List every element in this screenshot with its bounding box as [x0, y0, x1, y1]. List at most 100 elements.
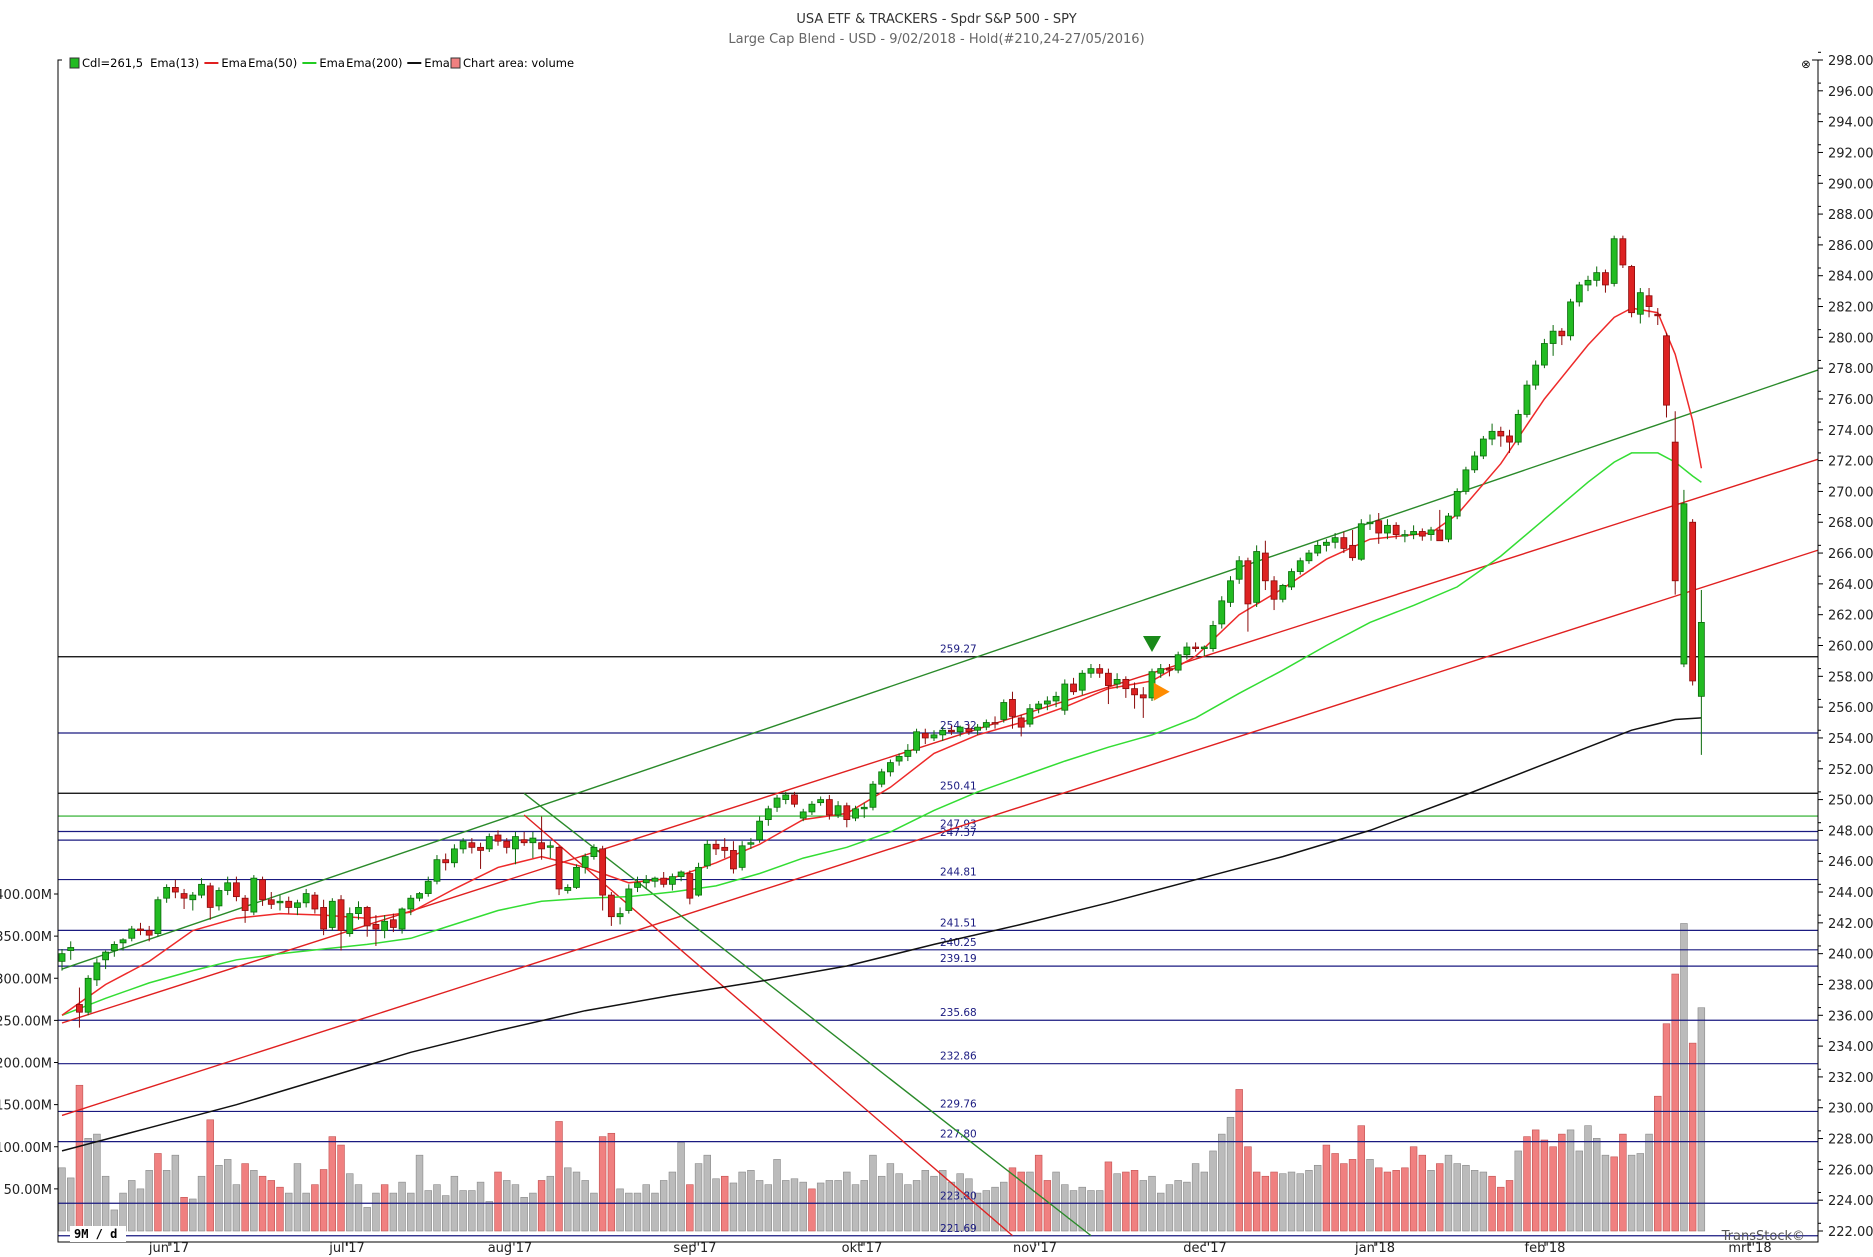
- volume-bar: [503, 1180, 511, 1232]
- level-label: 235.68: [940, 1007, 977, 1019]
- volume-bar: [1191, 1163, 1200, 1232]
- candle-body: [1680, 503, 1688, 665]
- volume-bar: [171, 1154, 180, 1232]
- volume-bar: [276, 1186, 284, 1232]
- volume-bar: [1462, 1164, 1470, 1232]
- candle-body: [1514, 413, 1522, 443]
- candle-body: [294, 902, 301, 908]
- volume-bar: [302, 1192, 310, 1232]
- play-marker-icon: [1153, 682, 1170, 701]
- level-label: 244.81: [940, 867, 977, 879]
- volume-bar: [468, 1190, 476, 1232]
- candle-body: [1087, 668, 1095, 674]
- volume-bar: [328, 1136, 337, 1232]
- candle-body: [389, 919, 397, 928]
- price-tick-label: 226.00: [1828, 1163, 1873, 1178]
- candle-body: [1035, 703, 1043, 710]
- volume-bar: [84, 1138, 92, 1232]
- candle-body: [206, 885, 214, 908]
- volume-bar: [1680, 923, 1688, 1232]
- candle-body: [1157, 668, 1165, 674]
- volume-bar: [607, 1132, 616, 1232]
- volume-bar: [485, 1201, 493, 1232]
- volume-bar: [1078, 1186, 1086, 1232]
- volume-bar: [1087, 1190, 1095, 1232]
- candle-body: [1070, 683, 1077, 693]
- volume-bar: [1157, 1192, 1165, 1232]
- volume-bar: [1200, 1171, 1209, 1232]
- volume-bar: [250, 1170, 258, 1232]
- candle-body: [459, 840, 467, 850]
- volume-bar: [1427, 1170, 1435, 1232]
- price-tick-label: 230.00: [1828, 1102, 1873, 1117]
- candle-body: [825, 799, 833, 816]
- volume-bar: [764, 1184, 773, 1232]
- candle-body: [58, 953, 66, 962]
- volume-bar: [633, 1192, 642, 1232]
- watermark: TransStock©: [1721, 1229, 1805, 1244]
- volume-bar: [773, 1159, 781, 1232]
- candle-body: [669, 876, 676, 885]
- volume-bar: [1383, 1171, 1392, 1232]
- candle-body: [1418, 531, 1426, 537]
- candle-body: [1349, 544, 1356, 559]
- candle-body: [1479, 438, 1487, 457]
- candle-body: [119, 939, 127, 944]
- volume-bar: [75, 1084, 84, 1232]
- price-tick-label: 294.00: [1828, 116, 1873, 131]
- candle-body: [381, 920, 389, 931]
- volume-bar: [668, 1171, 677, 1232]
- candle-body: [67, 947, 75, 951]
- candle-body: [267, 899, 275, 905]
- volume-bar: [1113, 1173, 1121, 1232]
- volume-bar: [389, 1192, 398, 1232]
- volume-bar: [1226, 1116, 1235, 1232]
- volume-bar: [1331, 1153, 1339, 1232]
- candle-body: [991, 722, 999, 725]
- volume-bar: [1505, 1180, 1514, 1232]
- candle-body: [1628, 266, 1635, 314]
- volume-bar: [921, 1170, 929, 1232]
- candle-body: [913, 731, 920, 751]
- volume-bar: [372, 1192, 380, 1232]
- candle-body: [782, 794, 790, 800]
- candle-body: [320, 907, 328, 930]
- volume-bar: [555, 1121, 563, 1232]
- candle-body: [965, 728, 973, 733]
- volume-bar: [407, 1192, 415, 1232]
- volume-bar: [162, 1170, 171, 1232]
- volume-bar: [973, 1192, 982, 1232]
- level-label: 223.80: [940, 1190, 977, 1202]
- price-tick-label: 232.00: [1828, 1071, 1873, 1086]
- candle-body: [817, 799, 825, 804]
- volume-bar: [1130, 1170, 1139, 1232]
- volume-bar: [1235, 1089, 1243, 1232]
- volume-bar: [677, 1142, 685, 1232]
- candle-body: [503, 840, 511, 848]
- price-tick-label: 270.00: [1828, 485, 1873, 500]
- candle-body: [921, 732, 929, 739]
- volume-bar: [782, 1180, 790, 1232]
- price-tick-label: 280.00: [1828, 331, 1873, 346]
- volume-bar: [1043, 1180, 1052, 1232]
- volume-bar: [1322, 1144, 1331, 1232]
- trendline-green-down-trend: [523, 792, 1092, 1237]
- candle-body: [634, 882, 641, 888]
- candle-body: [904, 749, 912, 757]
- volume-bar: [703, 1154, 711, 1232]
- candle-body: [651, 877, 659, 882]
- price-tick-label: 238.00: [1828, 978, 1873, 993]
- candle-body: [1497, 430, 1505, 437]
- close-icon[interactable]: ⊗: [1801, 57, 1811, 71]
- candle-body: [843, 805, 851, 821]
- candle-body: [599, 848, 607, 896]
- volume-bar: [572, 1171, 581, 1232]
- candles: [58, 235, 1705, 1028]
- candle-body: [1113, 678, 1121, 685]
- candle-body: [974, 726, 981, 731]
- candle-body: [1602, 272, 1609, 286]
- candle-body: [1593, 272, 1601, 281]
- legend-item-label: Chart area: volume: [463, 56, 574, 70]
- volume-bar: [991, 1186, 999, 1232]
